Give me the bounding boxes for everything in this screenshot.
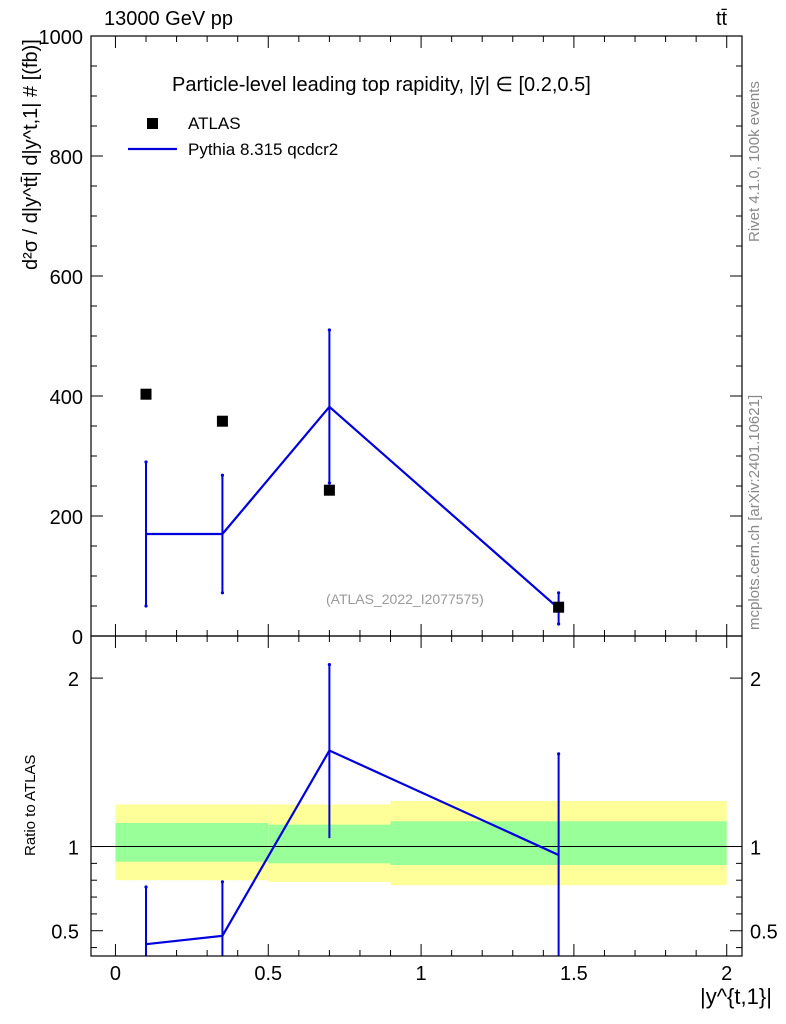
atlas-point	[323, 484, 335, 496]
pythia-error-cap-high	[327, 328, 331, 332]
pythia-error-cap-high	[144, 460, 148, 464]
ratio-y-axis-label: Ratio to ATLAS	[22, 754, 39, 856]
main-y-tick-label: 0	[72, 627, 83, 649]
x-tick-label: 0.5	[254, 963, 282, 985]
pythia-line	[146, 405, 560, 610]
chart-title: Particle-level leading top rapidity, |ȳ̄…	[172, 74, 591, 96]
main-y-tick-label: 1000	[39, 27, 84, 49]
pythia-error-cap-low	[144, 604, 148, 608]
pythia-error-cap-low	[220, 591, 225, 595]
main-y-tick-label: 600	[50, 267, 83, 289]
mcplots-label: mcplots.cern.ch [arXiv:2401.10621]	[746, 394, 763, 630]
ratio-band-green	[115, 822, 269, 862]
ratio-y-tick-label-right: 0.5	[750, 922, 778, 944]
ratio-pythia-line	[145, 749, 560, 946]
analysis-watermark: (ATLAS_2022_I2077575)	[326, 591, 484, 607]
process-label: tt̄	[716, 8, 728, 30]
energy-label: 13000 GeV pp	[104, 8, 233, 30]
legend-label-pythia: Pythia 8.315 qcdcr2	[188, 140, 339, 159]
main-y-axis-label: d²σ / d|y^tt̄| d|y^t,1| # [(fb)]	[20, 39, 42, 270]
x-tick-label: 1.5	[560, 963, 588, 985]
rivet-version-label: Rivet 4.1.0, 100k events	[746, 81, 763, 242]
ratio-y-tick-label: 1	[68, 838, 79, 860]
main-y-tick-label: 200	[50, 507, 83, 529]
x-tick-label: 2	[721, 963, 732, 985]
ratio-pythia-error-cap	[144, 885, 148, 889]
x-tick-label: 0	[110, 963, 121, 985]
x-axis-label: |y^{t,1}|	[700, 984, 772, 1009]
atlas-point	[216, 415, 228, 427]
pythia-error-cap-high	[220, 473, 225, 477]
main-y-tick-label: 800	[50, 147, 83, 169]
ratio-y-tick-label: 0.5	[51, 922, 79, 944]
atlas-point	[553, 601, 565, 613]
ratio-y-tick-label-right: 1	[750, 838, 761, 860]
ratio-pythia-error-cap	[327, 663, 331, 667]
ratio-pythia-error-cap	[220, 880, 225, 884]
pythia-error-cap-high	[557, 591, 561, 595]
main-panel: 0 200 400 600 800 1000	[39, 27, 743, 649]
legend-marker-atlas	[147, 118, 158, 129]
ratio-y-tick-label: 2	[68, 669, 79, 691]
ratio-y-tick-label-right: 2	[750, 669, 761, 691]
pythia-error-cap-low	[557, 622, 561, 626]
legend-label-atlas: ATLAS	[188, 114, 241, 133]
pythia-error-cap-low	[327, 481, 331, 485]
x-tick-label: 1	[416, 963, 427, 985]
atlas-point	[140, 388, 152, 400]
ratio-panel: 0.5 0.5 1 1 2 2 0 0.5 1 1.5 2	[51, 635, 778, 985]
ratio-frame	[90, 635, 743, 957]
main-y-tick-label: 400	[50, 387, 83, 409]
ratio-pythia-error-cap	[557, 752, 561, 756]
